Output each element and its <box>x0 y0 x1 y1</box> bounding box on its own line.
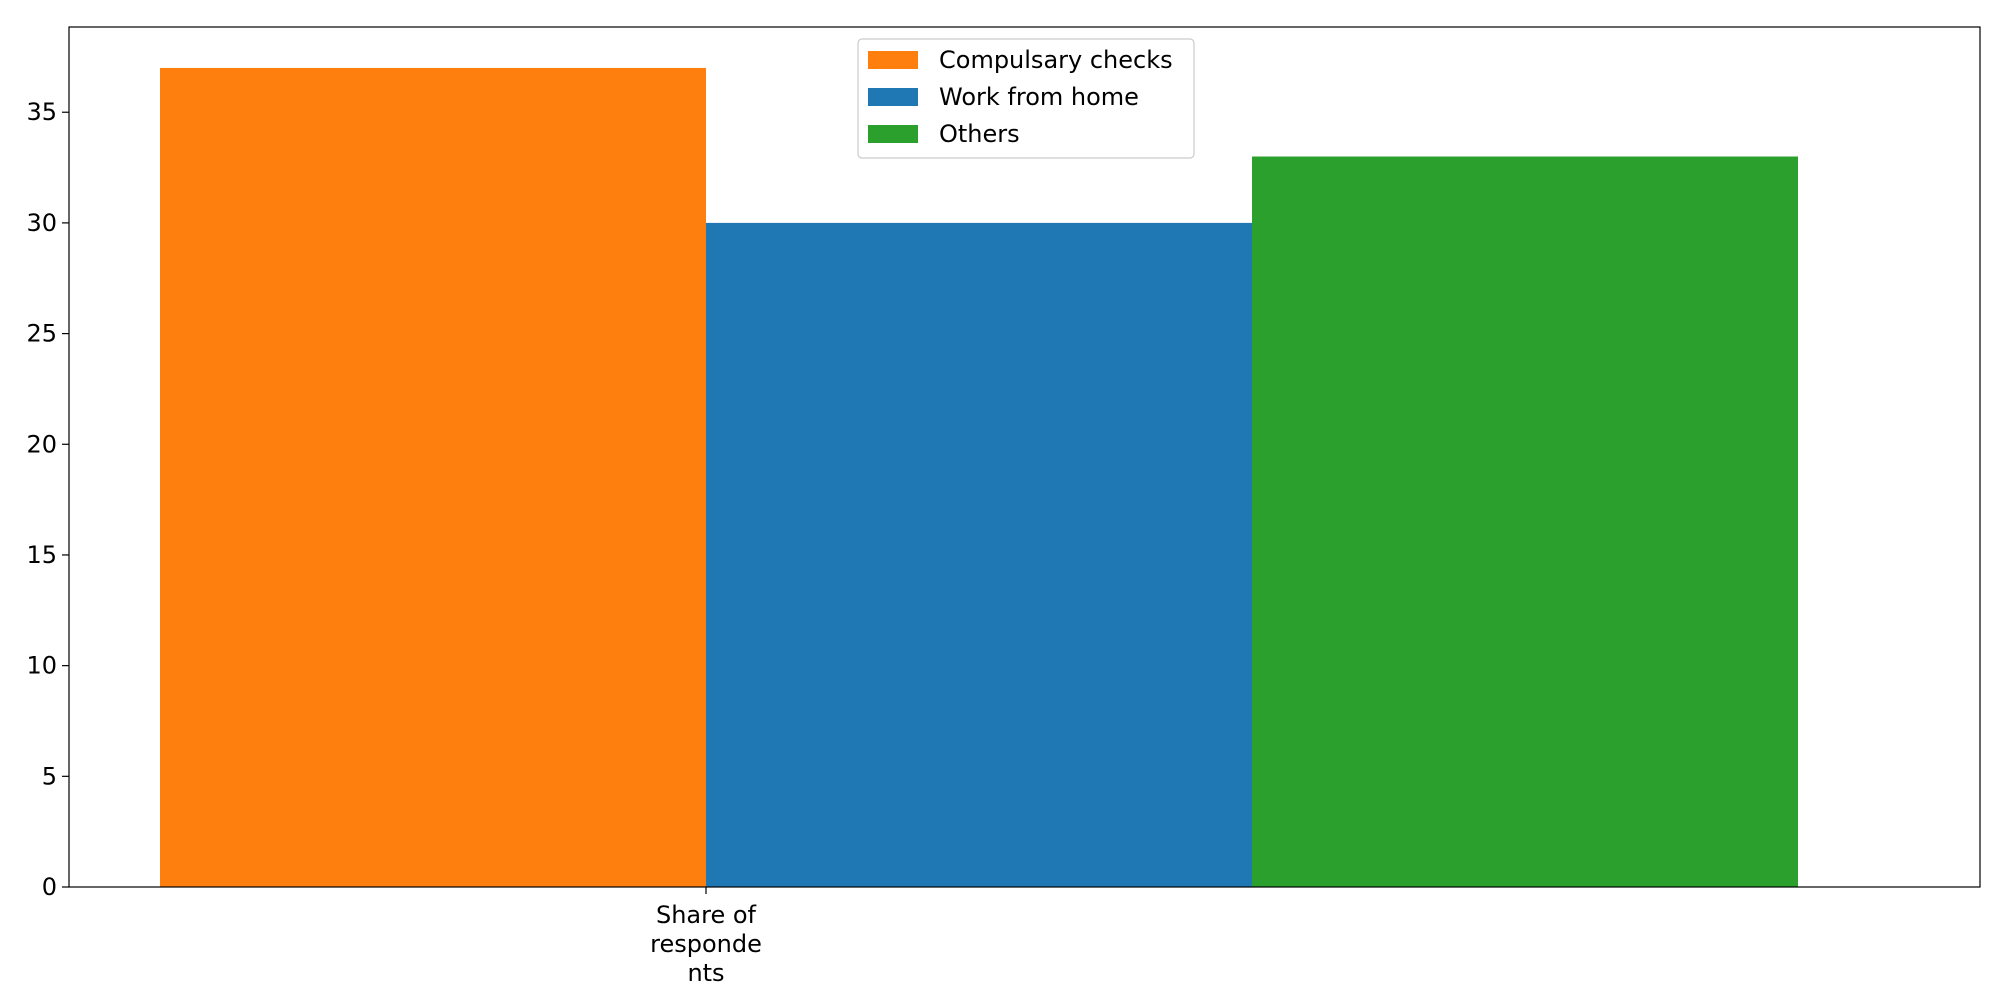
legend-swatch <box>868 88 918 106</box>
legend-label: Others <box>939 120 1020 148</box>
bar-compulsary-checks <box>160 67 706 887</box>
y-tick-label: 5 <box>42 762 57 790</box>
plot-frame <box>68 26 1981 888</box>
y-axis: 0 5 10 15 20 25 30 35 <box>26 98 69 901</box>
legend-swatch <box>868 51 918 69</box>
y-tick-label: 35 <box>26 98 57 126</box>
legend: Compulsary checks Work from home Others <box>857 38 1195 159</box>
legend-label: Work from home <box>939 83 1139 111</box>
legend-label: Compulsary checks <box>939 46 1173 74</box>
x-tick-label: Share of responde nts <box>650 901 762 987</box>
y-tick-label: 30 <box>26 209 57 237</box>
y-tick-label: 20 <box>26 430 57 458</box>
x-axis: Share of responde nts <box>650 887 762 987</box>
y-tick-label: 15 <box>26 541 57 569</box>
bar-others <box>1252 156 1798 888</box>
bars-group <box>160 67 1798 888</box>
bar-work-from-home <box>706 222 1252 887</box>
y-tick-label: 25 <box>26 320 57 348</box>
legend-box <box>857 38 1195 159</box>
y-tick-label: 10 <box>26 652 57 680</box>
y-tick-label: 0 <box>42 873 57 901</box>
legend-swatch <box>868 125 918 143</box>
